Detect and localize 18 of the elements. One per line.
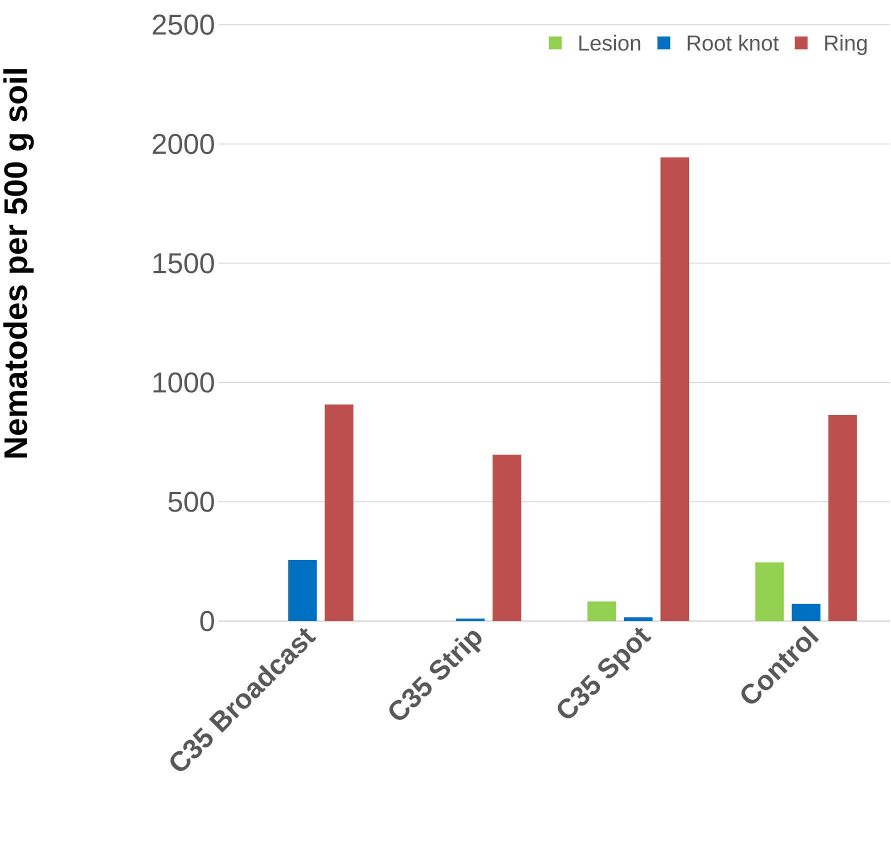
y-tick-label: 2500 (152, 14, 214, 35)
legend-label: Root knot (688, 34, 779, 51)
y-tick-label: 1500 (154, 253, 214, 274)
bar (288, 560, 317, 621)
y-tick-label: 500 (168, 492, 214, 512)
bar (492, 454, 522, 621)
legend-label: Ring (825, 34, 867, 55)
y-tick-label: 2000 (152, 134, 214, 154)
y-tick-label: 1000 (154, 372, 214, 393)
bar (792, 604, 820, 621)
bar (828, 414, 857, 621)
y-axis-title: Nematodes per 500 g soil (3, 69, 34, 458)
legend-label: Lesion (579, 34, 640, 51)
bar (587, 601, 616, 621)
bar (755, 562, 784, 621)
bar (660, 157, 690, 621)
bar (324, 404, 354, 621)
bar (624, 617, 653, 621)
